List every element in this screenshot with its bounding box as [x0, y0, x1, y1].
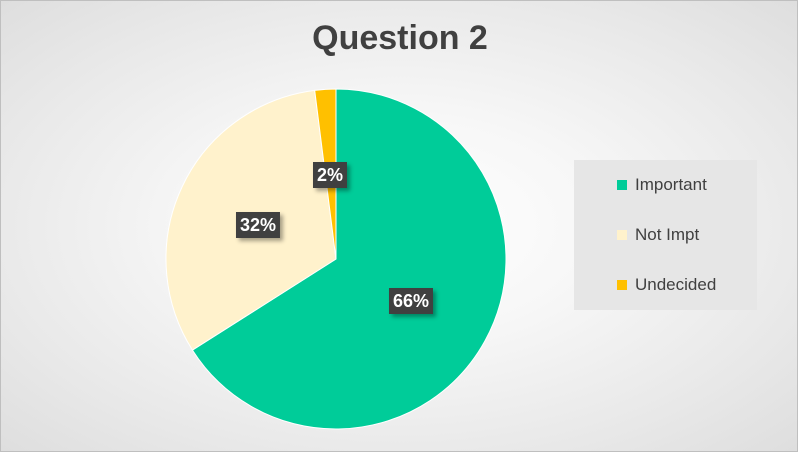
- data-label-not-impt: 32%: [235, 212, 281, 238]
- legend-item-undecided: Undecided: [617, 275, 716, 295]
- legend-item-important: Important: [617, 175, 707, 195]
- legend-swatch-important: [617, 180, 627, 190]
- pie-slice-important: [191, 88, 507, 430]
- data-label-important: 66%: [388, 288, 434, 314]
- data-label-undecided: 2%: [312, 162, 348, 188]
- legend-label-undecided: Undecided: [635, 275, 717, 294]
- legend-item-not-impt: Not Impt: [617, 225, 699, 245]
- legend-label-not-impt: Not Impt: [635, 225, 700, 244]
- legend-label-important: Important: [635, 175, 707, 194]
- chart-legend: Important Not Impt Undecided: [574, 160, 757, 310]
- legend-swatch-undecided: [617, 280, 627, 290]
- chart-title: Question 2: [312, 19, 488, 57]
- legend-swatch-not-impt: [617, 230, 627, 240]
